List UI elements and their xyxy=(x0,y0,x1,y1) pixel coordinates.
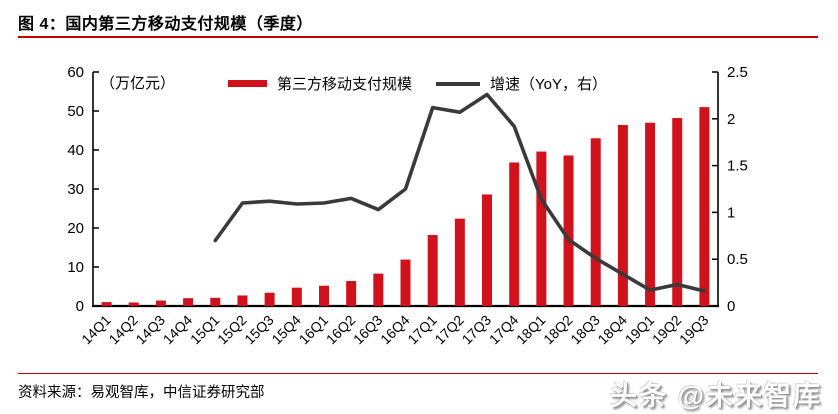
x-tick-label: 16Q3 xyxy=(350,312,386,348)
bar-16Q1 xyxy=(318,285,329,306)
x-tick-label: 18Q1 xyxy=(513,312,549,348)
right-axis-tick-label: 2 xyxy=(727,111,735,128)
x-tick-label: 19Q1 xyxy=(622,312,658,348)
x-tick-label: 16Q2 xyxy=(323,312,359,348)
right-axis-tick-label: 0 xyxy=(727,298,735,315)
x-tick-label: 15Q1 xyxy=(187,312,223,348)
bar-18Q3 xyxy=(590,138,601,306)
x-tick-label: 15Q3 xyxy=(241,312,277,348)
bar-18Q2 xyxy=(563,155,574,306)
left-axis-tick-label: 0 xyxy=(76,298,84,315)
legend-bar-swatch xyxy=(228,80,267,87)
bar-14Q1 xyxy=(101,302,112,306)
bar-14Q3 xyxy=(155,300,166,306)
watermark-text: 头条 @未来智库 xyxy=(610,381,822,411)
left-axis-tick-label: 40 xyxy=(67,142,84,159)
left-axis-tick-label: 50 xyxy=(67,103,84,120)
x-tick-label: 14Q3 xyxy=(132,312,168,348)
left-axis-tick-label: 10 xyxy=(67,259,84,276)
legend-bar-label: 第三方移动支付规模 xyxy=(277,76,413,93)
bar-15Q2 xyxy=(237,295,248,306)
x-tick-label: 18Q2 xyxy=(540,312,576,348)
chart-legend: 第三方移动支付规模 增速（YoY，右） xyxy=(228,73,607,94)
bar-14Q4 xyxy=(183,298,194,306)
x-tick-label: 17Q3 xyxy=(459,312,495,348)
bar-19Q2 xyxy=(672,118,683,307)
x-tick-label: 14Q4 xyxy=(160,312,196,348)
right-axis-tick-label: 0.5 xyxy=(727,251,748,268)
x-tick-label: 19Q3 xyxy=(676,312,712,348)
x-tick-label: 19Q2 xyxy=(649,312,685,348)
left-axis-tick-label: 30 xyxy=(67,181,84,198)
bar-17Q3 xyxy=(482,194,493,306)
figure-title: 图 4：国内第三方移动支付规模（季度） xyxy=(18,16,313,33)
bar-19Q3 xyxy=(699,107,710,306)
bar-17Q1 xyxy=(427,235,438,306)
x-tick-label: 16Q1 xyxy=(296,312,332,348)
bar-18Q1 xyxy=(536,151,547,306)
x-tick-label: 17Q1 xyxy=(404,312,440,348)
chart-area: 0 10 20 30 40 50 60 0 0.5 1 1.5 2 2.5 14Q1 14Q2 14Q3 14Q… xyxy=(0,45,838,367)
x-tick-label: 16Q4 xyxy=(377,312,413,348)
x-tick-label: 15Q4 xyxy=(268,312,304,348)
x-tick-label: 17Q4 xyxy=(486,312,522,348)
x-tick-label: 14Q2 xyxy=(105,312,141,348)
bar-15Q3 xyxy=(264,292,275,306)
x-tick-label: 15Q2 xyxy=(214,312,250,348)
bar-15Q1 xyxy=(210,297,221,306)
bar-19Q1 xyxy=(645,122,656,306)
x-tick-label: 18Q4 xyxy=(594,312,630,348)
right-axis-tick-label: 2.5 xyxy=(727,64,748,81)
bar-16Q2 xyxy=(346,281,357,306)
bar-18Q4 xyxy=(617,125,628,306)
yoy-growth-line xyxy=(213,92,707,293)
y-axis-unit-label: （万亿元） xyxy=(100,75,176,92)
left-axis-tick-label: 60 xyxy=(67,64,84,81)
right-axis-tick-label: 1 xyxy=(727,204,735,221)
x-tick-label: 17Q2 xyxy=(431,312,467,348)
payment-scale-chart: 0 10 20 30 40 50 60 0 0.5 1 1.5 2 2.5 14Q114Q214Q314Q… xyxy=(67,64,748,348)
x-tick-label: 18Q3 xyxy=(567,312,603,348)
bar-14Q2 xyxy=(128,302,139,306)
bar-16Q3 xyxy=(373,273,384,306)
source-note: 资料来源：易观智库，中信证券研究部 xyxy=(18,385,265,401)
bar-17Q4 xyxy=(509,162,520,306)
x-tick-label: 14Q1 xyxy=(78,312,114,348)
legend-line-swatch xyxy=(436,81,481,86)
legend-line-label: 增速（YoY，右） xyxy=(490,76,607,93)
bar-17Q2 xyxy=(454,218,465,306)
bar-16Q4 xyxy=(400,259,411,306)
title-rule xyxy=(18,36,818,38)
right-axis-tick-label: 1.5 xyxy=(727,158,748,175)
footer-rule xyxy=(18,373,818,374)
left-axis-tick-label: 20 xyxy=(67,220,84,237)
bar-15Q4 xyxy=(291,287,302,306)
